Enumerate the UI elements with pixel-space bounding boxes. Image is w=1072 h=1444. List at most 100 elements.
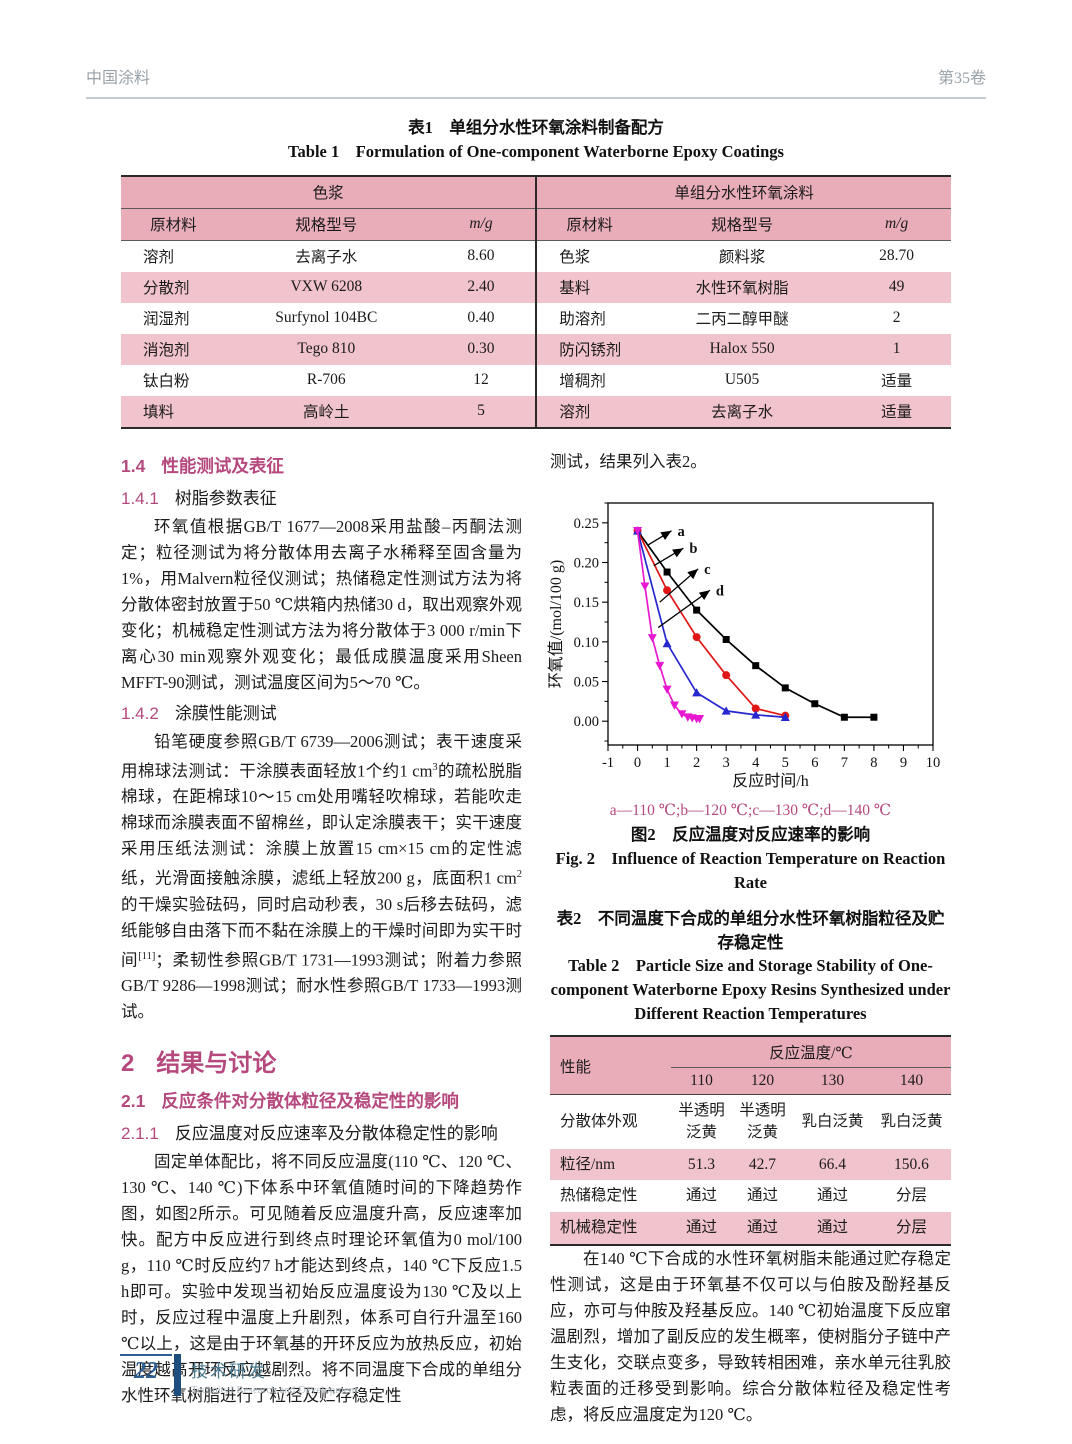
svg-text:环氧值/(mol/100 g): 环氧值/(mol/100 g) (547, 560, 565, 688)
table1-column-header: 原材料 (535, 208, 642, 241)
table2-cell: 66.4 (792, 1148, 872, 1181)
table1-cell: 1 (842, 333, 951, 365)
table2-group-header-row: 性能 反应温度/℃ (550, 1036, 951, 1095)
table1-cell: 适量 (881, 373, 913, 391)
figure2-legend-note: a—110 ℃;b—120 ℃;c—130 ℃;d—140 ℃ (609, 801, 892, 819)
annotation-arrow-b (653, 547, 684, 567)
svg-text:8: 8 (870, 755, 877, 771)
svg-text:0.00: 0.00 (574, 714, 599, 730)
volume-label: 第35卷 (937, 70, 986, 87)
table1-cell: 防闪锈剂 (535, 333, 642, 365)
table1-column-header: 规格型号 (642, 208, 843, 241)
svg-text:0.10: 0.10 (574, 635, 599, 651)
svg-text:6: 6 (811, 755, 818, 771)
table2-caption-en: Table 2 Particle Size and Storage Stabil… (550, 956, 951, 1024)
svg-text:a: a (678, 524, 686, 540)
table1-cell: 8.60 (467, 247, 495, 265)
table1-cell: 2.40 (426, 271, 537, 303)
table2-cell: 通过 (746, 1187, 778, 1205)
heading-1-4-1: 1.4.1 树脂参数表征 (121, 484, 522, 509)
table1-cell: 消泡剂 (121, 333, 226, 365)
table1-caption-cn: 表1 单组分水性环氧涂料制备配方 (408, 118, 664, 137)
svg-text:5: 5 (782, 755, 789, 771)
annotation-arrow-c (659, 568, 699, 603)
table1-cell: 水性环氧树脂 (642, 271, 843, 303)
svg-text:0: 0 (634, 755, 641, 771)
paragraph-discussion: 在140 ℃下合成的水性环氧树脂未能通过贮存稳定性测试，这是由于环氧基不仅可以与… (550, 1248, 951, 1424)
table1-row: 分散剂 VXW 6208 2.40 基料 水性环氧树脂 49 (121, 271, 951, 303)
table1-row: 钛白粉 R-706 12 增稠剂 U505 适量 (121, 364, 951, 396)
table2-cell: 42.7 (731, 1148, 793, 1181)
svg-text:2: 2 (693, 755, 700, 771)
svg-text:d: d (716, 583, 724, 599)
heading-title: 反应条件对分散体粒径及稳定性的影响 (161, 1091, 459, 1112)
table2-row: 热储稳定性 通过 通过 通过 分层 (550, 1180, 951, 1212)
table2-captions: 表2 不同温度下合成的单组分水性环氧树脂粒径及贮存稳定性 Table 2 Par… (550, 907, 951, 1027)
figure2-chart: -1 0 1 2 3 4 5 6 7 8 9 10 0.00 0.05 0.10 0.15 0.20 0.25 反应… (546, 491, 951, 798)
table1-cell: 49 (842, 271, 951, 303)
series-a (636, 530, 874, 718)
table1-group-header: 单组分水性环氧涂料 (535, 175, 951, 209)
table1-cell: U505 (724, 371, 760, 389)
table2-cell: 通过 (671, 1211, 732, 1245)
table1-column-header-row: 原材料 规格型号 m/g 原材料 规格型号 m/g (121, 208, 951, 241)
table2-temp-header-row: 110 120 130 140 (550, 1067, 951, 1095)
table2-cell: 通过 (685, 1187, 717, 1205)
table1-cell: 增稠剂 (535, 364, 642, 396)
figure2-captions: 图2 反应温度对反应速率的影响 Fig. 2 Influence of Reac… (550, 823, 951, 895)
svg-text:10: 10 (926, 755, 941, 771)
table2-cell: 通过 (731, 1211, 793, 1245)
table1-cell: 12 (473, 371, 489, 389)
paragraph-reaction-temperature: 固定单体配比，将不同反应温度(110 ℃、120 ℃、130 ℃、140 ℃)下… (121, 1152, 522, 1406)
heading-number: 1.4.1 (121, 488, 159, 508)
table1-cell: 5 (426, 395, 537, 428)
table2-row-label: 分散体外观 (560, 1113, 638, 1131)
table2-temp-header: 120 (731, 1067, 793, 1095)
heading-title: 结果与讨论 (156, 1050, 277, 1078)
table2-cell: 半透明 泛黄 (678, 1102, 725, 1141)
table2-row-label: 粒径/nm (550, 1148, 671, 1181)
table2-temp-header: 110 (671, 1067, 732, 1095)
table1-cell: 溶剂 (143, 249, 175, 267)
table1-cell: 颜料浆 (718, 249, 766, 267)
paragraph-resin-characterization: 环氧值根据GB/T 1677—2008采用盐酸–丙酮法测定；粒径测试为将分散体用… (121, 516, 522, 692)
table2-cell: 通过 (792, 1211, 872, 1245)
table1-head: 色浆 单组分水性环氧涂料 原材料 规格型号 m/g 原材料 规格型号 m/g (121, 175, 951, 241)
svg-text:9: 9 (900, 755, 907, 771)
table1-body: 溶剂 去离子水 8.60 色浆 颜料浆 28.70 分散剂 VXW 6208 2.40 基料 水性环… (121, 240, 951, 428)
annotation-arrow-d (657, 589, 711, 628)
table1-cell: 去离子水 (642, 395, 843, 428)
table2-row-label: 机械稳定性 (550, 1211, 671, 1245)
running-head: 中国涂料 第35卷 (86, 64, 986, 99)
table2-header-group: 反应温度/℃ (671, 1036, 951, 1069)
table2-head: 性能 反应温度/℃ 110 120 130 140 (550, 1036, 951, 1095)
heading-2-1-1: 2.1.1 反应温度对反应速率及分散体稳定性的影响 (121, 1119, 522, 1144)
table1-formulation: 色浆 单组分水性环氧涂料 原材料 规格型号 m/g 原材料 规格型号 m/g 溶剂 去离子水 8.… (121, 174, 951, 429)
table1-cell: VXW 6208 (225, 271, 427, 303)
heading-2-1: 2.1 反应条件对分散体粒径及稳定性的影响 (121, 1088, 522, 1113)
svg-text:0.25: 0.25 (574, 516, 599, 532)
svg-text:-1: -1 (602, 755, 614, 771)
table1-column-header: m/g (842, 208, 951, 241)
heading-2: 2 结果与讨论 (121, 1043, 522, 1078)
table2-cell: 乳白泛黄 (880, 1113, 943, 1131)
table1-cell: Tego 810 (225, 333, 427, 365)
svg-text:3: 3 (723, 755, 730, 771)
table2-cell: 通过 (816, 1187, 848, 1205)
table1-cell: 0.40 (467, 309, 495, 327)
table2-stability: 性能 反应温度/℃ 110 120 130 140 分散体外观 半透明 泛黄 半透明 泛黄 乳白… (550, 1035, 951, 1246)
table1-cell: 二丙二醇甲醚 (695, 311, 789, 329)
table2-cell: 分层 (871, 1211, 951, 1245)
table2-row: 粒径/nm 51.3 42.7 66.4 150.6 (550, 1148, 951, 1181)
table2-cell: 半透明 泛黄 (739, 1102, 786, 1141)
table2-cell: 乳白泛黄 (801, 1113, 864, 1131)
table1-cell: 基料 (535, 271, 642, 303)
table1-row: 消泡剂 Tego 810 0.30 防闪锈剂 Halox 550 1 (121, 333, 951, 365)
table1-cell: 分散剂 (121, 271, 226, 303)
table2-caption-cn: 表2 不同温度下合成的单组分水性环氧树脂粒径及贮存稳定性 (556, 908, 945, 952)
heading-number: 2.1 (121, 1091, 146, 1112)
svg-text:0.05: 0.05 (574, 674, 599, 690)
table1-cell: 填料 (121, 395, 226, 428)
table1-column-header: 原材料 (121, 208, 226, 241)
